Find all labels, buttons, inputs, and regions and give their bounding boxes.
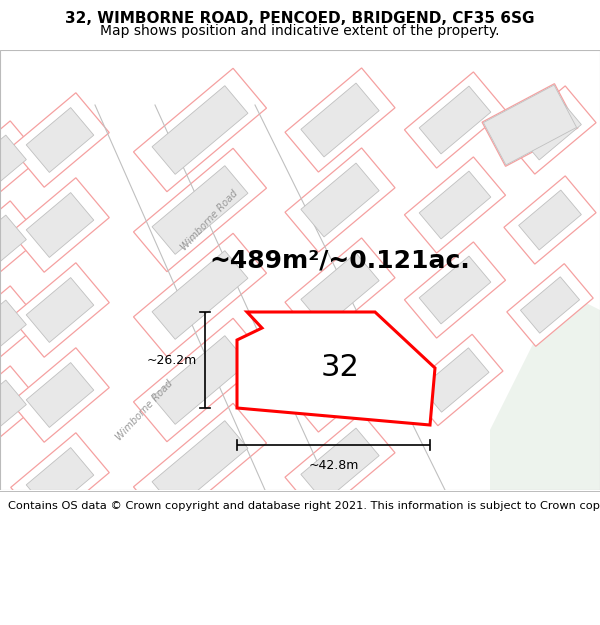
Polygon shape [0, 215, 26, 275]
Polygon shape [504, 86, 596, 174]
Text: Map shows position and indicative extent of the property.: Map shows position and indicative extent… [100, 24, 500, 38]
Polygon shape [152, 251, 248, 339]
Polygon shape [0, 380, 26, 440]
Polygon shape [11, 177, 109, 272]
Polygon shape [285, 68, 395, 172]
Polygon shape [11, 432, 109, 528]
Polygon shape [0, 201, 41, 289]
Text: Wimborne Road: Wimborne Road [179, 188, 241, 252]
Polygon shape [26, 192, 94, 258]
Polygon shape [285, 413, 395, 517]
Polygon shape [301, 428, 379, 502]
Text: Contains OS data © Crown copyright and database right 2021. This information is : Contains OS data © Crown copyright and d… [8, 501, 600, 511]
Polygon shape [419, 256, 491, 324]
Polygon shape [285, 148, 395, 252]
Polygon shape [507, 264, 593, 346]
Polygon shape [11, 348, 109, 442]
Polygon shape [0, 135, 26, 195]
Polygon shape [482, 84, 578, 166]
Polygon shape [26, 278, 94, 342]
Polygon shape [0, 366, 41, 454]
Polygon shape [152, 336, 248, 424]
Polygon shape [152, 166, 248, 254]
Text: 32, WIMBORNE ROAD, PENCOED, BRIDGEND, CF35 6SG: 32, WIMBORNE ROAD, PENCOED, BRIDGEND, CF… [65, 11, 535, 26]
Polygon shape [285, 328, 395, 432]
Polygon shape [285, 238, 395, 342]
Polygon shape [133, 318, 266, 442]
Polygon shape [26, 107, 94, 172]
Polygon shape [237, 312, 435, 425]
Polygon shape [301, 343, 379, 417]
Polygon shape [419, 171, 491, 239]
Polygon shape [152, 86, 248, 174]
Polygon shape [26, 362, 94, 428]
Polygon shape [301, 83, 379, 157]
Polygon shape [421, 348, 489, 412]
Polygon shape [404, 72, 506, 168]
Polygon shape [133, 233, 266, 357]
Polygon shape [484, 85, 577, 165]
Polygon shape [133, 68, 266, 192]
Text: 32: 32 [320, 354, 359, 382]
Polygon shape [490, 290, 600, 490]
Polygon shape [11, 262, 109, 358]
Text: ~26.2m: ~26.2m [147, 354, 197, 366]
Polygon shape [133, 148, 266, 272]
Polygon shape [26, 448, 94, 512]
Text: Wimborne Road: Wimborne Road [115, 378, 175, 442]
Polygon shape [152, 421, 248, 509]
Polygon shape [520, 277, 580, 333]
Text: ~489m²/~0.121ac.: ~489m²/~0.121ac. [209, 248, 470, 272]
Polygon shape [518, 190, 581, 250]
Polygon shape [407, 334, 503, 426]
Polygon shape [0, 300, 26, 360]
Text: ~42.8m: ~42.8m [308, 459, 359, 472]
Polygon shape [0, 286, 41, 374]
Polygon shape [518, 100, 581, 160]
Polygon shape [404, 157, 506, 253]
Polygon shape [404, 242, 506, 338]
Polygon shape [11, 92, 109, 188]
Polygon shape [419, 86, 491, 154]
Bar [0, 50, 600, 490]
Polygon shape [301, 163, 379, 237]
Polygon shape [133, 403, 266, 527]
Polygon shape [0, 121, 41, 209]
Polygon shape [301, 253, 379, 327]
Polygon shape [504, 176, 596, 264]
